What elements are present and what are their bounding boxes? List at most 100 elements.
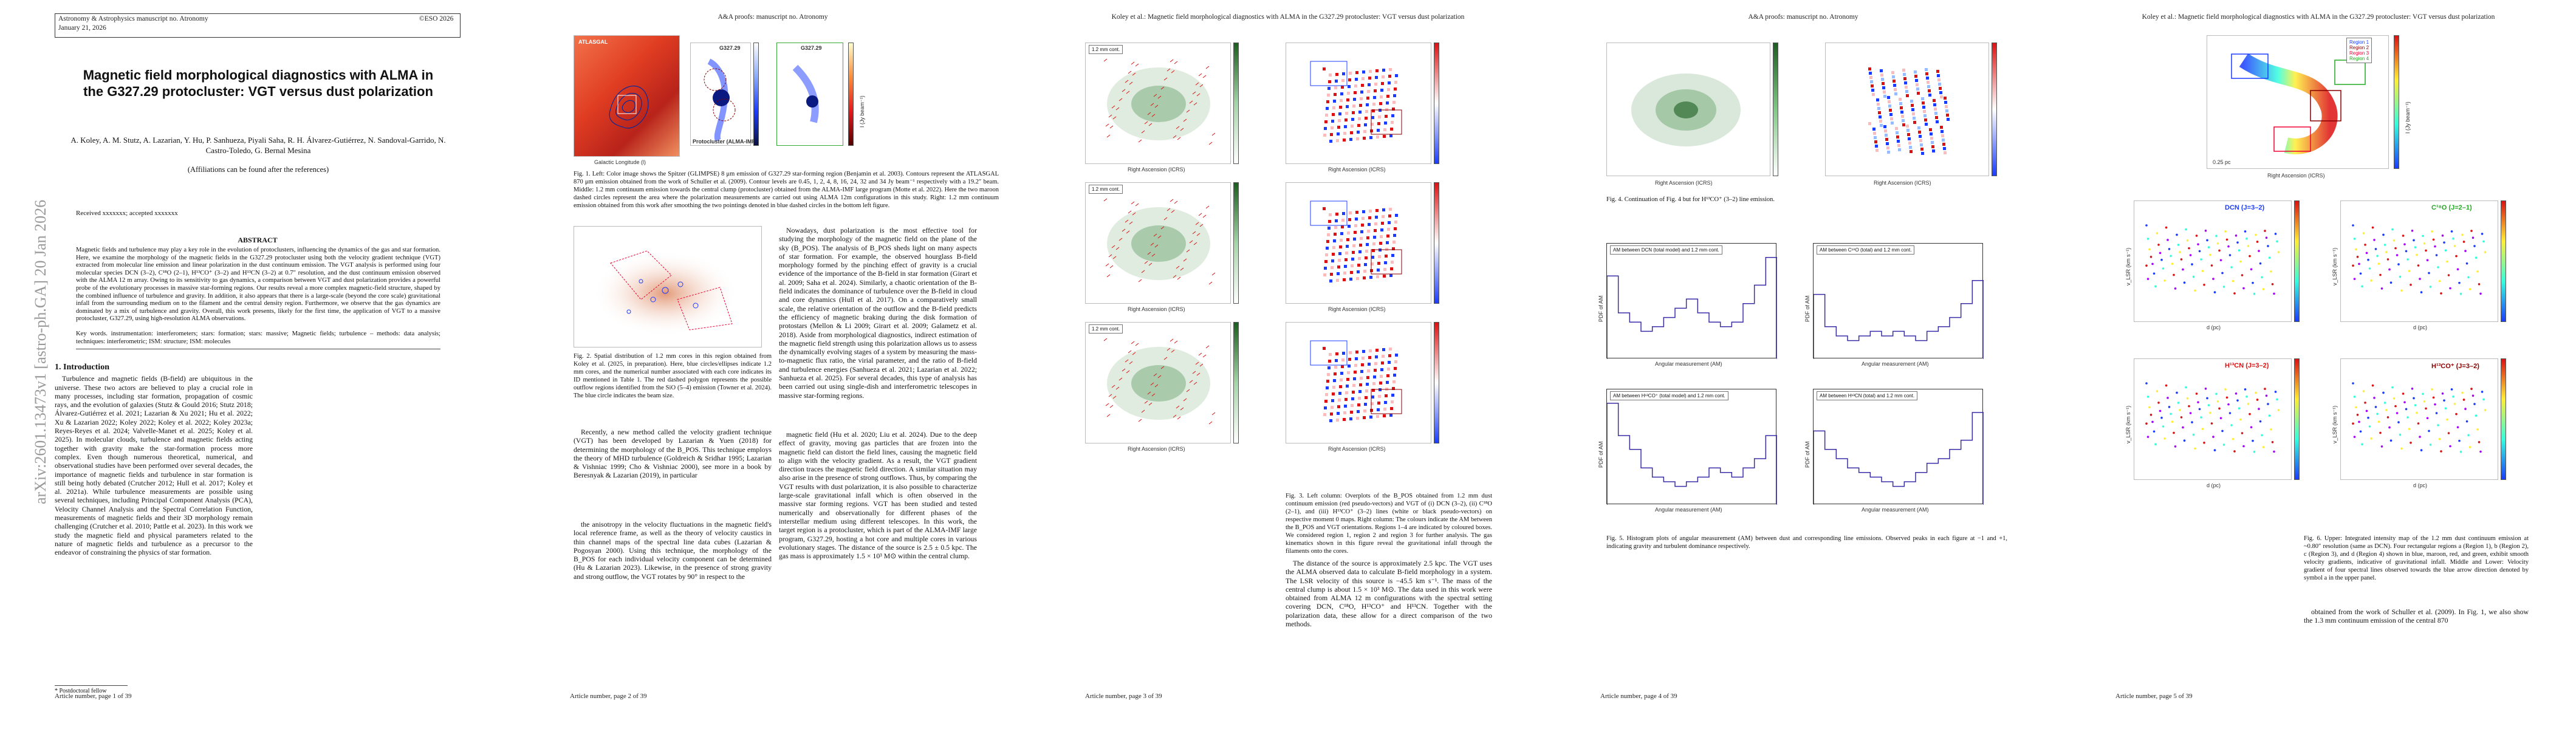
body-paragraph-a: the anisotropy in the velocity fluctuati… bbox=[574, 520, 772, 581]
body-paragraph-c: magnetic field (Hu et al. 2020; Liu et a… bbox=[779, 430, 977, 561]
fig5-caption: Fig. 5. Histogram plots of angular measu… bbox=[1606, 535, 2007, 550]
paper-title: Magnetic field morphological diagnostics… bbox=[83, 67, 434, 99]
fig4-left-contours bbox=[1631, 74, 1741, 146]
fig5-legend: AM between H¹³CN (total) and 1.2 mm cont… bbox=[1817, 391, 1918, 400]
fig3-legend: 1.2 mm cont. bbox=[1089, 185, 1123, 194]
fig6-scale-bar: 0.25 pc bbox=[2213, 159, 2231, 165]
fig5-histogram bbox=[1606, 243, 1778, 359]
fig1-middle-colorbar bbox=[753, 43, 759, 146]
fig3-legend: 1.2 mm cont. bbox=[1089, 45, 1123, 54]
fig5-xlabel: Angular measurement (AM) bbox=[1655, 507, 1722, 513]
fig5-xlabel: Angular measurement (AM) bbox=[1862, 361, 1929, 367]
fig3-moment-colorbar bbox=[1233, 43, 1239, 164]
fig3-legend: 1.2 mm cont. bbox=[1089, 324, 1123, 334]
fig3-xlabel-right: Right Ascension (ICRS) bbox=[1328, 166, 1386, 173]
fig1-label-a: ATLASGAL bbox=[578, 39, 608, 45]
fig2-caption: Fig. 2. Spatial distribution of 1.2 mm c… bbox=[574, 353, 772, 399]
arxiv-stamp: arXiv:2601.13473v1 [astro-ph.GA] 20 Jan … bbox=[32, 199, 49, 504]
fig1-left-contours bbox=[609, 86, 649, 129]
fig6-xlabel: d (pc) bbox=[2413, 324, 2428, 330]
page-4: A&A proofs: manuscript no. Atronomy Righ… bbox=[1546, 0, 2061, 729]
fig2-map bbox=[574, 226, 762, 347]
page-number: Article number, page 2 of 39 bbox=[570, 693, 647, 700]
fig4-left-colorbar bbox=[1773, 43, 1778, 176]
running-header: A&A proofs: manuscript no. Atronomy bbox=[718, 13, 828, 21]
fig6-velocity-panel bbox=[2134, 358, 2292, 480]
fig3-am-colorbar bbox=[1434, 182, 1439, 304]
fig6-panel-colorbar bbox=[2501, 358, 2506, 480]
fig6-xlabel: d (pc) bbox=[2207, 482, 2221, 488]
fig3-moment-colorbar bbox=[1233, 182, 1239, 304]
legend-region-2: Region 2 bbox=[2349, 45, 2369, 50]
intro-paragraph: Turbulence and magnetic fields (B-field)… bbox=[55, 374, 253, 557]
legend-region-4: Region 4 bbox=[2349, 56, 2369, 61]
fig6-xlabel: d (pc) bbox=[2413, 482, 2428, 488]
page-number: Article number, page 1 of 39 bbox=[55, 693, 132, 700]
fig3-moment-colorbar bbox=[1233, 322, 1239, 443]
fig3-am-map bbox=[1286, 322, 1431, 443]
fig6-velocity-panel bbox=[2340, 358, 2498, 480]
fig4-caption: Fig. 4. Continuation of Fig. 4 but for H… bbox=[1606, 196, 1775, 203]
fig3-am-colorbar bbox=[1434, 43, 1439, 164]
fig6-panel-title: DCN (J=3–2) bbox=[2225, 204, 2265, 211]
fig4-right-am bbox=[1868, 67, 1950, 155]
fig5-histogram bbox=[1606, 389, 1778, 505]
fig1-right-colorbar bbox=[848, 43, 854, 146]
fig1-middle-panel bbox=[690, 43, 751, 146]
footnote: * Postdoctoral fellow bbox=[55, 688, 107, 694]
journal-line: Astronomy & Astrophysics manuscript no. … bbox=[58, 15, 208, 22]
fig3-moment-map bbox=[1085, 182, 1231, 304]
fig6-panel-title: C¹⁸O (J=2–1) bbox=[2431, 204, 2472, 211]
fig1-xlabel: Galactic Longitude (l) bbox=[594, 159, 646, 165]
fig1-label-d: Protocluster (ALMA-IMF) bbox=[693, 139, 757, 145]
fig5-histogram bbox=[1813, 243, 1984, 359]
body-column-left-bottom: Recently, a new method called the veloci… bbox=[574, 428, 772, 481]
fig1-right-map bbox=[792, 64, 819, 123]
fig6-caption: Fig. 6. Upper: Integrated intensity map … bbox=[2304, 535, 2529, 581]
date-line: January 21, 2026 bbox=[58, 24, 106, 32]
page-2: A&A proofs: manuscript no. Atronomy ATLA… bbox=[515, 0, 1030, 729]
fig6-cbar-label: I (Jy beam⁻¹) bbox=[2405, 101, 2411, 134]
fig4-xlabel-left: Right Ascension (ICRS) bbox=[1655, 180, 1713, 186]
fig4-right-map bbox=[1825, 43, 1989, 176]
fig6-ylabel: v_LSR (km s⁻¹) bbox=[2332, 247, 2338, 286]
fig1-right-panel bbox=[776, 43, 843, 146]
fig6-panel-colorbar bbox=[2294, 358, 2300, 480]
intro-column: 1. Introduction Turbulence and magnetic … bbox=[55, 360, 253, 558]
fig6-xlabel: d (pc) bbox=[2207, 324, 2221, 330]
received-line: Received xxxxxxx; accepted xxxxxxx bbox=[76, 210, 178, 217]
fig3-am-map bbox=[1286, 182, 1431, 304]
fig4-left-map bbox=[1606, 43, 1770, 176]
body-column-right-bottom: magnetic field (Hu et al. 2020; Liu et a… bbox=[779, 430, 977, 561]
legend-region-1: Region 1 bbox=[2349, 39, 2369, 45]
fig6-panel-title: H¹³CN (J=3–2) bbox=[2225, 362, 2269, 369]
body-text: The distance of the source is approximat… bbox=[1286, 559, 1492, 629]
page-number: Article number, page 3 of 39 bbox=[1085, 693, 1162, 700]
page-number: Article number, page 4 of 39 bbox=[1600, 693, 1677, 700]
fig5-xlabel: Angular measurement (AM) bbox=[1862, 507, 1929, 513]
fig3-xlabel: Right Ascension (ICRS) bbox=[1128, 446, 1185, 452]
running-header: A&A proofs: manuscript no. Atronomy bbox=[1748, 13, 1858, 21]
fig1-label-b: G327.29 bbox=[719, 45, 741, 51]
fig6-velocity-panel bbox=[2134, 200, 2292, 322]
fig3-caption: Fig. 3. Left column: Overplots of the B_… bbox=[1286, 493, 1492, 555]
keywords: Key words. instrumentation: interferomet… bbox=[76, 330, 440, 345]
fig6-velocity-panel bbox=[2340, 200, 2498, 322]
fig6-ylabel: v_LSR (km s⁻¹) bbox=[2125, 405, 2131, 443]
fig3-xlabel: Right Ascension (ICRS) bbox=[1128, 166, 1185, 173]
legend-region-3: Region 3 bbox=[2349, 50, 2369, 56]
fig4-xlabel-right: Right Ascension (ICRS) bbox=[1874, 180, 1931, 186]
fig1-left-panel bbox=[574, 35, 680, 157]
fig3-am-colorbar bbox=[1434, 322, 1439, 443]
fig5-ylabel: PDF of AM bbox=[1598, 441, 1604, 468]
fig6-panel-title: H¹³CO⁺ (J=3–2) bbox=[2431, 363, 2479, 370]
affiliations-note: (Affiliations can be found after the ref… bbox=[187, 165, 329, 174]
body-paragraph-b: Recently, a new method called the veloci… bbox=[574, 428, 772, 480]
abstract-heading: ABSTRACT bbox=[238, 236, 278, 244]
abstract-text: Magnetic fields and turbulence may play … bbox=[76, 247, 440, 323]
fig6-upper-xlabel: Right Ascension (ICRS) bbox=[2267, 173, 2325, 179]
fig3-xlabel: Right Ascension (ICRS) bbox=[1128, 306, 1185, 312]
page-1: Astronomy & Astrophysics manuscript no. … bbox=[0, 0, 515, 729]
fig5-histogram bbox=[1813, 389, 1984, 505]
fig6-panel-colorbar bbox=[2294, 200, 2300, 322]
